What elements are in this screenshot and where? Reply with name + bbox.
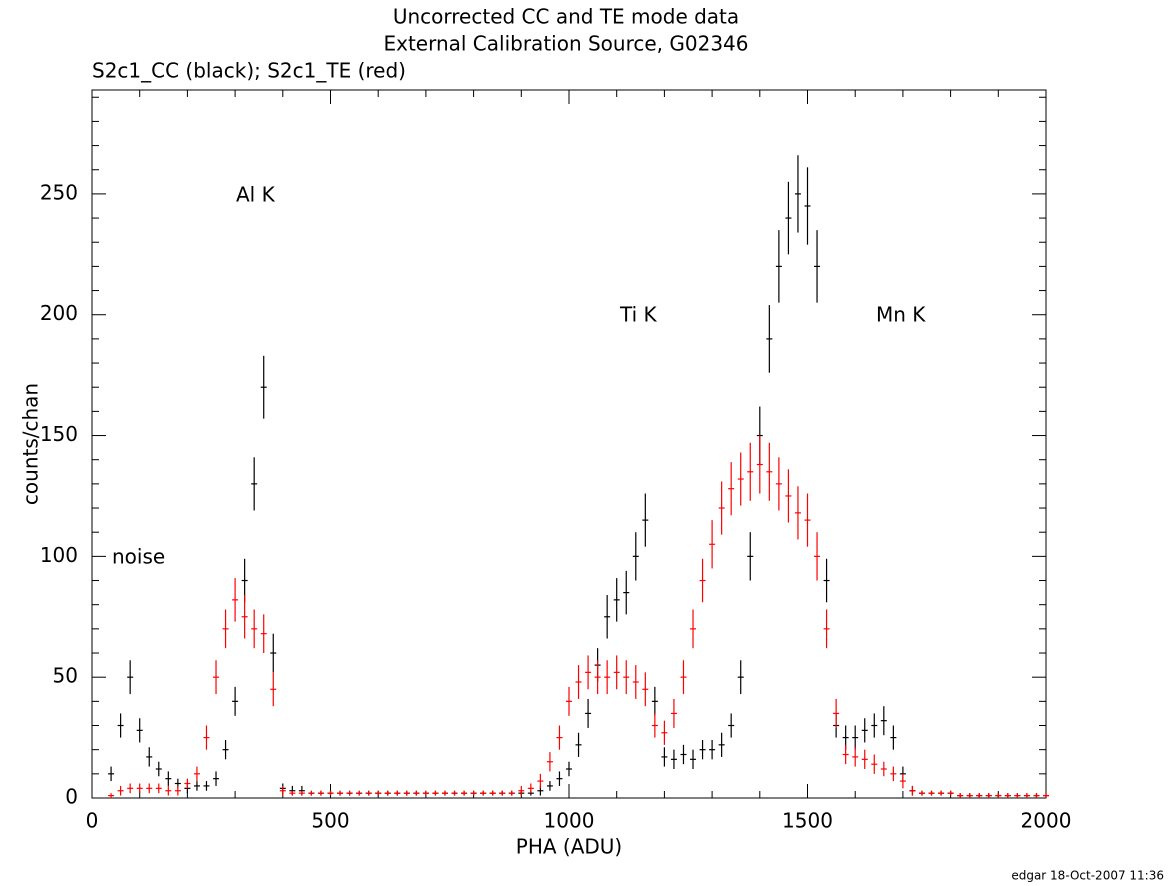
annotation: Ti K: [619, 303, 658, 327]
annotation: Mn K: [876, 303, 926, 327]
footer: edgar 18-Oct-2007 11:36: [1011, 869, 1164, 883]
x-tick-label: 500: [311, 809, 349, 833]
annotation: Al K: [236, 183, 276, 207]
y-tick-label: 50: [53, 664, 78, 688]
y-tick-label: 250: [40, 180, 78, 204]
chart-title: Uncorrected CC and TE mode data: [393, 5, 739, 29]
x-tick-label: 2000: [1021, 809, 1072, 833]
y-axis-label: counts/chan: [19, 383, 43, 505]
y-tick-label: 200: [40, 301, 78, 325]
x-tick-label: 1000: [544, 809, 595, 833]
y-tick-label: 0: [65, 785, 78, 809]
legend-text: S2c1_CC (black); S2c1_TE (red): [92, 59, 406, 83]
y-tick-label: 150: [40, 422, 78, 446]
x-tick-label: 0: [86, 809, 99, 833]
x-axis-label: PHA (ADU): [516, 835, 622, 859]
chart-subtitle: External Calibration Source, G02346: [383, 32, 748, 56]
x-tick-label: 1500: [782, 809, 833, 833]
annotation: noise: [112, 545, 165, 569]
y-tick-label: 100: [40, 543, 78, 567]
